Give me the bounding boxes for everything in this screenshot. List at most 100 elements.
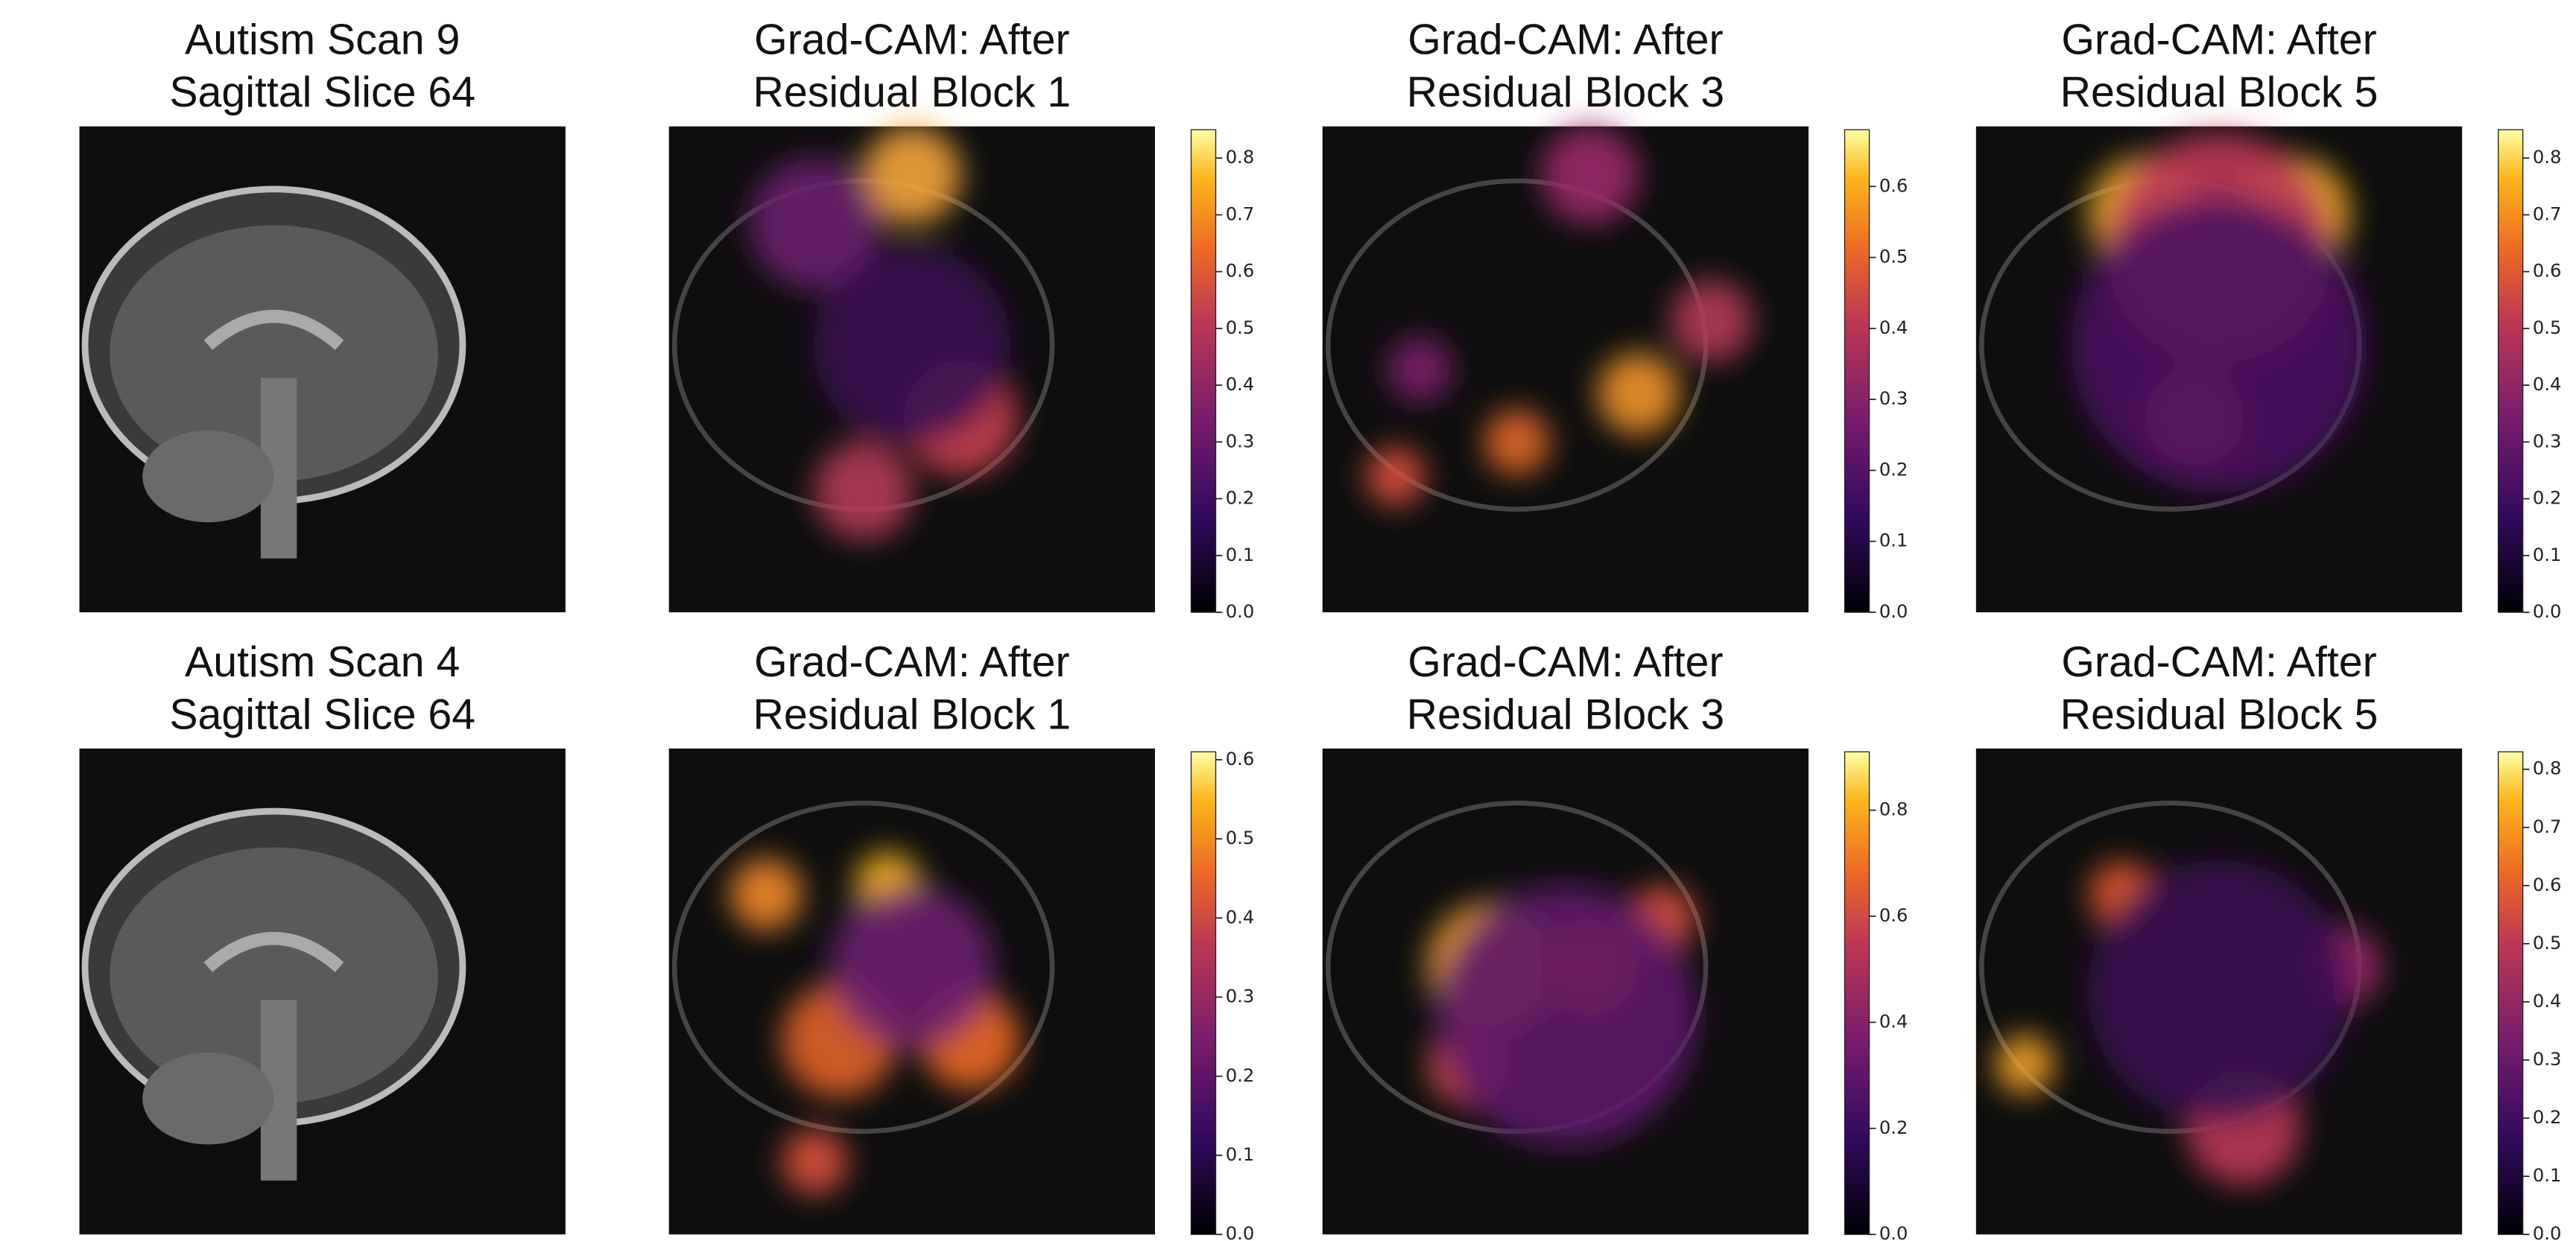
colorbar-tick-label: 0.2	[1226, 487, 1255, 509]
heat-blob	[2071, 197, 2367, 493]
panel-title: Residual Block 5	[2060, 691, 2379, 738]
colorbar-tick-label: 0.8	[2533, 758, 2562, 779]
colorbar-tick-label: 0.4	[1879, 1010, 1908, 1032]
colorbar-tick-label: 0.3	[2533, 1048, 2562, 1070]
colorbar-tick-label: 0.3	[1226, 986, 1255, 1007]
panel-title: Residual Block 1	[753, 69, 1072, 116]
colorbar	[2497, 751, 2524, 1235]
colorbar-tick-label: 0.6	[1226, 260, 1255, 282]
colorbar-tick-label: 0.6	[2533, 260, 2562, 282]
colorbar-tick-label: 0.4	[2533, 373, 2562, 395]
colorbar-tick-label: 0.5	[1879, 246, 1908, 267]
colorbar-tick-label: 0.6	[1226, 748, 1255, 769]
heat-blob	[749, 157, 881, 290]
colorbar-tick-label: 0.5	[2533, 932, 2562, 953]
colorbar	[1190, 751, 1217, 1235]
colorbar-tick-label: 0.1	[2533, 544, 2562, 565]
heat-blob	[1484, 409, 1550, 475]
colorbar-tick-label: 0.6	[2533, 874, 2562, 895]
colorbar-tick-label: 0.2	[1879, 1117, 1908, 1138]
colorbar-tick-label: 0.0	[1226, 600, 1255, 622]
heat	[730, 851, 1020, 1195]
colorbar-tick-label: 0.0	[1879, 1222, 1908, 1241]
heat-blob	[730, 858, 803, 931]
colorbar-tick-label: 0.3	[1226, 430, 1255, 451]
colorbar-tick-label: 0.0	[1226, 1222, 1255, 1241]
heat	[749, 125, 1019, 541]
brain	[81, 185, 466, 559]
panel-title: Residual Block 5	[2060, 69, 2379, 116]
brain	[81, 807, 466, 1181]
colorbar-tick-label: 0.7	[1226, 203, 1255, 224]
panel-title: Grad-CAM: After	[1408, 16, 1723, 64]
colorbar-tick-label: 0.2	[2533, 1106, 2562, 1128]
heat-blob	[829, 885, 995, 1050]
panel-title: Grad-CAM: After	[2061, 16, 2376, 64]
panel-title: Sagittal Slice 64	[169, 691, 475, 738]
brain-tissue	[110, 847, 438, 1104]
heat-blob	[1540, 125, 1639, 225]
colorbar-tick-label: 0.5	[2533, 317, 2562, 338]
heat-blob	[782, 1129, 848, 1195]
colorbar	[1190, 129, 1217, 613]
colorbar-tick-label: 0.1	[1226, 544, 1255, 565]
colorbar	[1844, 751, 1870, 1235]
heat	[2071, 133, 2367, 493]
colorbar-tick-label: 0.2	[2533, 487, 2562, 509]
panel-title: Sagittal Slice 64	[169, 69, 475, 116]
colorbar-tick-label: 0.4	[1226, 906, 1255, 927]
colorbar-tick-label: 0.1	[2533, 1164, 2562, 1186]
panel-title: Autism Scan 4	[185, 638, 460, 686]
colorbar-tick-label: 0.0	[2533, 600, 2562, 622]
heat-blob	[1387, 336, 1453, 402]
corpus-callosum	[203, 310, 344, 350]
panel-title: Grad-CAM: After	[1408, 638, 1723, 686]
panel-title: Grad-CAM: After	[754, 638, 1069, 686]
colorbar-tick-label: 0.3	[1879, 387, 1908, 409]
colorbar-tick-label: 0.1	[1879, 530, 1908, 551]
heat-blob	[1597, 352, 1680, 435]
panel-title: Residual Block 1	[753, 691, 1072, 738]
colorbar-tick-label: 0.8	[1226, 146, 1255, 168]
corpus-callosum	[203, 932, 344, 973]
heat-blob	[1670, 279, 1753, 362]
heat-blob	[1434, 884, 1697, 1147]
colorbar-tick-label: 0.8	[2533, 146, 2562, 168]
colorbar-tick-label: 0.2	[1226, 1064, 1255, 1086]
brain-tissue	[110, 225, 438, 482]
heat-blob	[814, 441, 913, 541]
colorbar-tick-label: 0.4	[1226, 373, 1255, 395]
colorbar	[2497, 129, 2524, 613]
colorbar-tick-label: 0.3	[2533, 430, 2562, 451]
heat	[1365, 125, 1753, 507]
panel-title: Grad-CAM: After	[2061, 638, 2376, 686]
cerebellum	[142, 430, 274, 523]
brain	[671, 800, 1055, 1134]
colorbar-tick-label: 0.0	[1879, 600, 1908, 622]
heat-blob	[813, 246, 1011, 444]
colorbar-tick-label: 0.7	[2533, 816, 2562, 837]
colorbar-tick-label: 0.6	[1879, 904, 1908, 926]
colorbar-tick-label: 0.4	[2533, 990, 2562, 1012]
colorbar	[1844, 129, 1870, 613]
panel-title: Residual Block 3	[1407, 691, 1725, 738]
colorbar-tick-label: 0.7	[2533, 203, 2562, 224]
colorbar-tick-label: 0.4	[1879, 317, 1908, 338]
colorbar-tick-label: 0.0	[2533, 1222, 2562, 1241]
panel-title: Autism Scan 9	[185, 16, 460, 64]
heat-blob	[1995, 1035, 2054, 1094]
colorbar-tick-label: 0.5	[1226, 317, 1255, 338]
panel-title: Residual Block 3	[1407, 69, 1725, 116]
colorbar-tick-label: 0.2	[1879, 458, 1908, 480]
colorbar-tick-label: 0.6	[1879, 174, 1908, 196]
heat-blob	[2087, 860, 2351, 1123]
panel-title: Grad-CAM: After	[754, 16, 1069, 64]
heat	[1426, 884, 1697, 1147]
skull-outline	[671, 800, 1055, 1134]
colorbar-tick-label: 0.8	[1879, 799, 1908, 820]
cerebellum	[142, 1053, 274, 1145]
heat	[1995, 860, 2382, 1185]
heat-blob	[1365, 446, 1425, 507]
